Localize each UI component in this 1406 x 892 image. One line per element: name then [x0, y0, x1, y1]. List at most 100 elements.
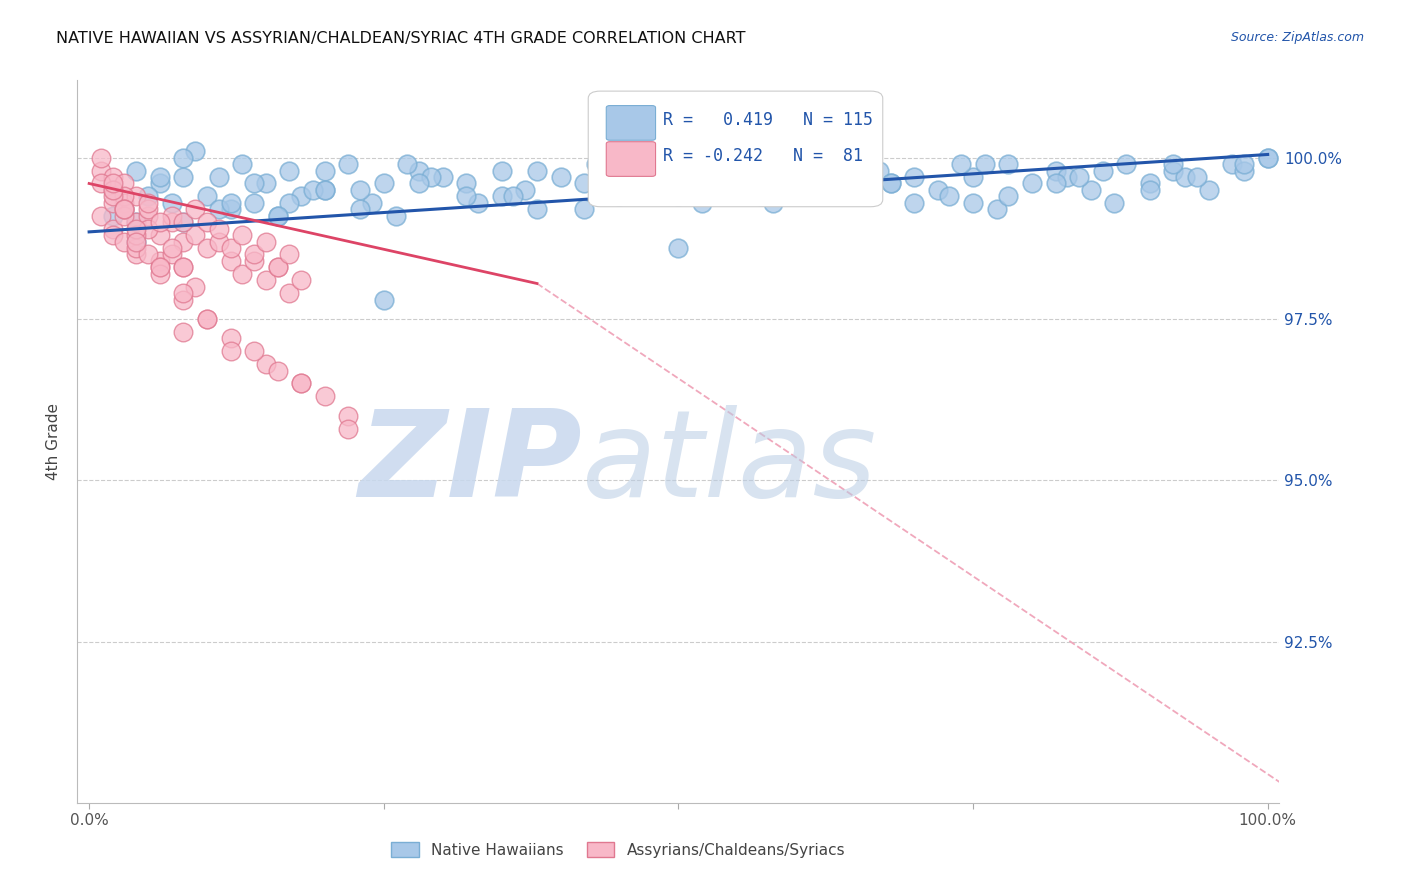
Point — [219, 344, 242, 359]
Point — [136, 209, 159, 223]
Point — [208, 202, 231, 217]
Point — [114, 177, 136, 191]
Point — [149, 260, 172, 275]
Point — [1104, 195, 1126, 210]
Point — [384, 209, 406, 223]
Point — [938, 189, 960, 203]
Point — [703, 183, 725, 197]
Point — [903, 169, 925, 184]
Point — [491, 163, 513, 178]
Point — [290, 376, 312, 391]
Point — [149, 253, 172, 268]
Point — [1185, 169, 1208, 184]
Point — [149, 177, 172, 191]
Point — [337, 422, 360, 436]
Point — [160, 247, 183, 261]
Point — [290, 273, 312, 287]
Text: R =   0.419   N = 115: R = 0.419 N = 115 — [662, 112, 873, 129]
Point — [101, 183, 124, 197]
Point — [844, 183, 866, 197]
Point — [125, 215, 148, 229]
Point — [314, 389, 336, 403]
Point — [278, 195, 301, 210]
Point — [1174, 169, 1197, 184]
Point — [101, 177, 124, 191]
Point — [572, 202, 595, 217]
Point — [373, 177, 395, 191]
Point — [254, 177, 277, 191]
Point — [184, 228, 207, 243]
Point — [879, 177, 901, 191]
Point — [278, 163, 301, 178]
Point — [879, 177, 901, 191]
Point — [1139, 177, 1161, 191]
Point — [125, 247, 148, 261]
Point — [962, 195, 984, 210]
Point — [997, 189, 1019, 203]
Text: atlas: atlas — [582, 405, 877, 522]
Y-axis label: 4th Grade: 4th Grade — [46, 403, 62, 480]
Point — [690, 195, 713, 210]
Point — [690, 183, 713, 197]
Point — [1080, 183, 1102, 197]
Point — [278, 286, 301, 301]
Point — [314, 183, 336, 197]
Point — [644, 163, 666, 178]
Point — [243, 247, 266, 261]
Point — [172, 286, 194, 301]
Point — [396, 157, 419, 171]
Point — [114, 189, 136, 203]
Point — [149, 260, 172, 275]
Point — [950, 157, 973, 171]
Point — [125, 163, 148, 178]
Point — [125, 241, 148, 255]
Point — [254, 235, 277, 249]
Point — [1220, 157, 1243, 171]
Point — [125, 221, 148, 235]
Point — [195, 312, 218, 326]
Text: ZIP: ZIP — [359, 405, 582, 522]
Point — [1163, 157, 1185, 171]
Point — [491, 189, 513, 203]
Point — [90, 163, 112, 178]
Point — [361, 195, 384, 210]
Point — [101, 209, 124, 223]
Point — [1067, 169, 1090, 184]
Point — [101, 228, 124, 243]
Legend: Native Hawaiians, Assyrians/Chaldeans/Syriacs: Native Hawaiians, Assyrians/Chaldeans/Sy… — [385, 836, 851, 863]
Point — [219, 331, 242, 345]
Point — [172, 215, 194, 229]
Point — [195, 241, 218, 255]
Point — [149, 267, 172, 281]
Point — [419, 169, 441, 184]
Point — [254, 357, 277, 371]
Point — [997, 157, 1019, 171]
Point — [278, 247, 301, 261]
Point — [267, 363, 290, 377]
Point — [666, 169, 689, 184]
Text: NATIVE HAWAIIAN VS ASSYRIAN/CHALDEAN/SYRIAC 4TH GRADE CORRELATION CHART: NATIVE HAWAIIAN VS ASSYRIAN/CHALDEAN/SYR… — [56, 31, 745, 46]
Point — [243, 195, 266, 210]
Point — [136, 202, 159, 217]
Point — [125, 189, 148, 203]
Point — [243, 253, 266, 268]
FancyBboxPatch shape — [606, 142, 655, 177]
Point — [1233, 157, 1256, 171]
Point — [962, 169, 984, 184]
Point — [749, 189, 772, 203]
Point — [620, 157, 643, 171]
Point — [125, 215, 148, 229]
Point — [114, 235, 136, 249]
Point — [808, 169, 831, 184]
Point — [986, 202, 1008, 217]
Text: Source: ZipAtlas.com: Source: ZipAtlas.com — [1230, 31, 1364, 45]
Point — [408, 177, 430, 191]
Point — [373, 293, 395, 307]
Point — [172, 235, 194, 249]
Point — [1115, 157, 1137, 171]
Point — [609, 189, 631, 203]
Point — [184, 279, 207, 293]
Point — [550, 169, 572, 184]
Point — [136, 247, 159, 261]
Point — [184, 202, 207, 217]
